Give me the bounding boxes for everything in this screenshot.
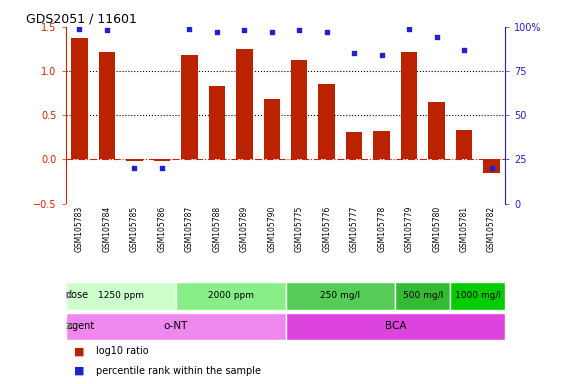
- Bar: [263, 99, 280, 159]
- Point: [267, 29, 276, 35]
- Point: [295, 27, 304, 33]
- Text: GSM105779: GSM105779: [405, 206, 413, 252]
- Bar: [154, 159, 170, 161]
- Text: GSM105784: GSM105784: [102, 206, 111, 252]
- Point: [349, 50, 359, 56]
- Point: [212, 29, 222, 35]
- Text: GSM105777: GSM105777: [349, 206, 359, 252]
- Bar: [66, 313, 286, 340]
- Bar: [286, 282, 395, 310]
- Text: 2000 ppm: 2000 ppm: [207, 291, 254, 300]
- Text: GSM105780: GSM105780: [432, 206, 441, 252]
- Bar: [236, 49, 252, 159]
- Point: [130, 165, 139, 171]
- Text: GSM105785: GSM105785: [130, 206, 139, 252]
- Text: GSM105783: GSM105783: [75, 206, 84, 252]
- Bar: [401, 51, 417, 159]
- Text: ■: ■: [74, 366, 85, 376]
- Bar: [66, 282, 176, 310]
- Text: GSM105787: GSM105787: [185, 206, 194, 252]
- Bar: [395, 282, 451, 310]
- Point: [432, 35, 441, 41]
- Text: 250 mg/l: 250 mg/l: [320, 291, 360, 300]
- Point: [405, 26, 414, 32]
- Text: 500 mg/l: 500 mg/l: [403, 291, 443, 300]
- Text: ■: ■: [74, 346, 85, 356]
- Bar: [99, 51, 115, 159]
- Point: [240, 27, 249, 33]
- Bar: [176, 282, 286, 310]
- Text: log10 ratio: log10 ratio: [96, 346, 149, 356]
- Bar: [181, 55, 198, 159]
- Text: agent: agent: [66, 321, 94, 331]
- Text: 1250 ppm: 1250 ppm: [98, 291, 144, 300]
- Point: [322, 29, 331, 35]
- Text: GSM105790: GSM105790: [267, 206, 276, 252]
- Point: [102, 27, 111, 33]
- Text: o-NT: o-NT: [163, 321, 188, 331]
- Text: 1000 mg/l: 1000 mg/l: [455, 291, 501, 300]
- Bar: [126, 159, 143, 161]
- Bar: [319, 84, 335, 159]
- Text: GSM105781: GSM105781: [460, 206, 469, 252]
- Text: GSM105788: GSM105788: [212, 206, 222, 252]
- Point: [460, 47, 469, 53]
- Bar: [451, 282, 505, 310]
- Bar: [373, 131, 390, 159]
- Text: percentile rank within the sample: percentile rank within the sample: [96, 366, 262, 376]
- Bar: [483, 159, 500, 173]
- Bar: [71, 38, 88, 159]
- Text: GSM105778: GSM105778: [377, 206, 386, 252]
- Text: GSM105789: GSM105789: [240, 206, 249, 252]
- Text: GDS2051 / 11601: GDS2051 / 11601: [26, 13, 137, 26]
- Bar: [286, 313, 505, 340]
- Text: dose: dose: [66, 290, 89, 300]
- Bar: [428, 102, 445, 159]
- Text: GSM105786: GSM105786: [158, 206, 166, 252]
- Point: [487, 165, 496, 171]
- Text: GSM105775: GSM105775: [295, 206, 304, 252]
- Text: BCA: BCA: [385, 321, 406, 331]
- Bar: [208, 86, 225, 159]
- Bar: [291, 60, 307, 159]
- Bar: [456, 130, 472, 159]
- Bar: [346, 132, 363, 159]
- Text: GSM105782: GSM105782: [487, 206, 496, 252]
- Point: [75, 26, 84, 32]
- Text: GSM105776: GSM105776: [322, 206, 331, 252]
- Point: [157, 165, 166, 171]
- Point: [377, 52, 386, 58]
- Point: [185, 26, 194, 32]
